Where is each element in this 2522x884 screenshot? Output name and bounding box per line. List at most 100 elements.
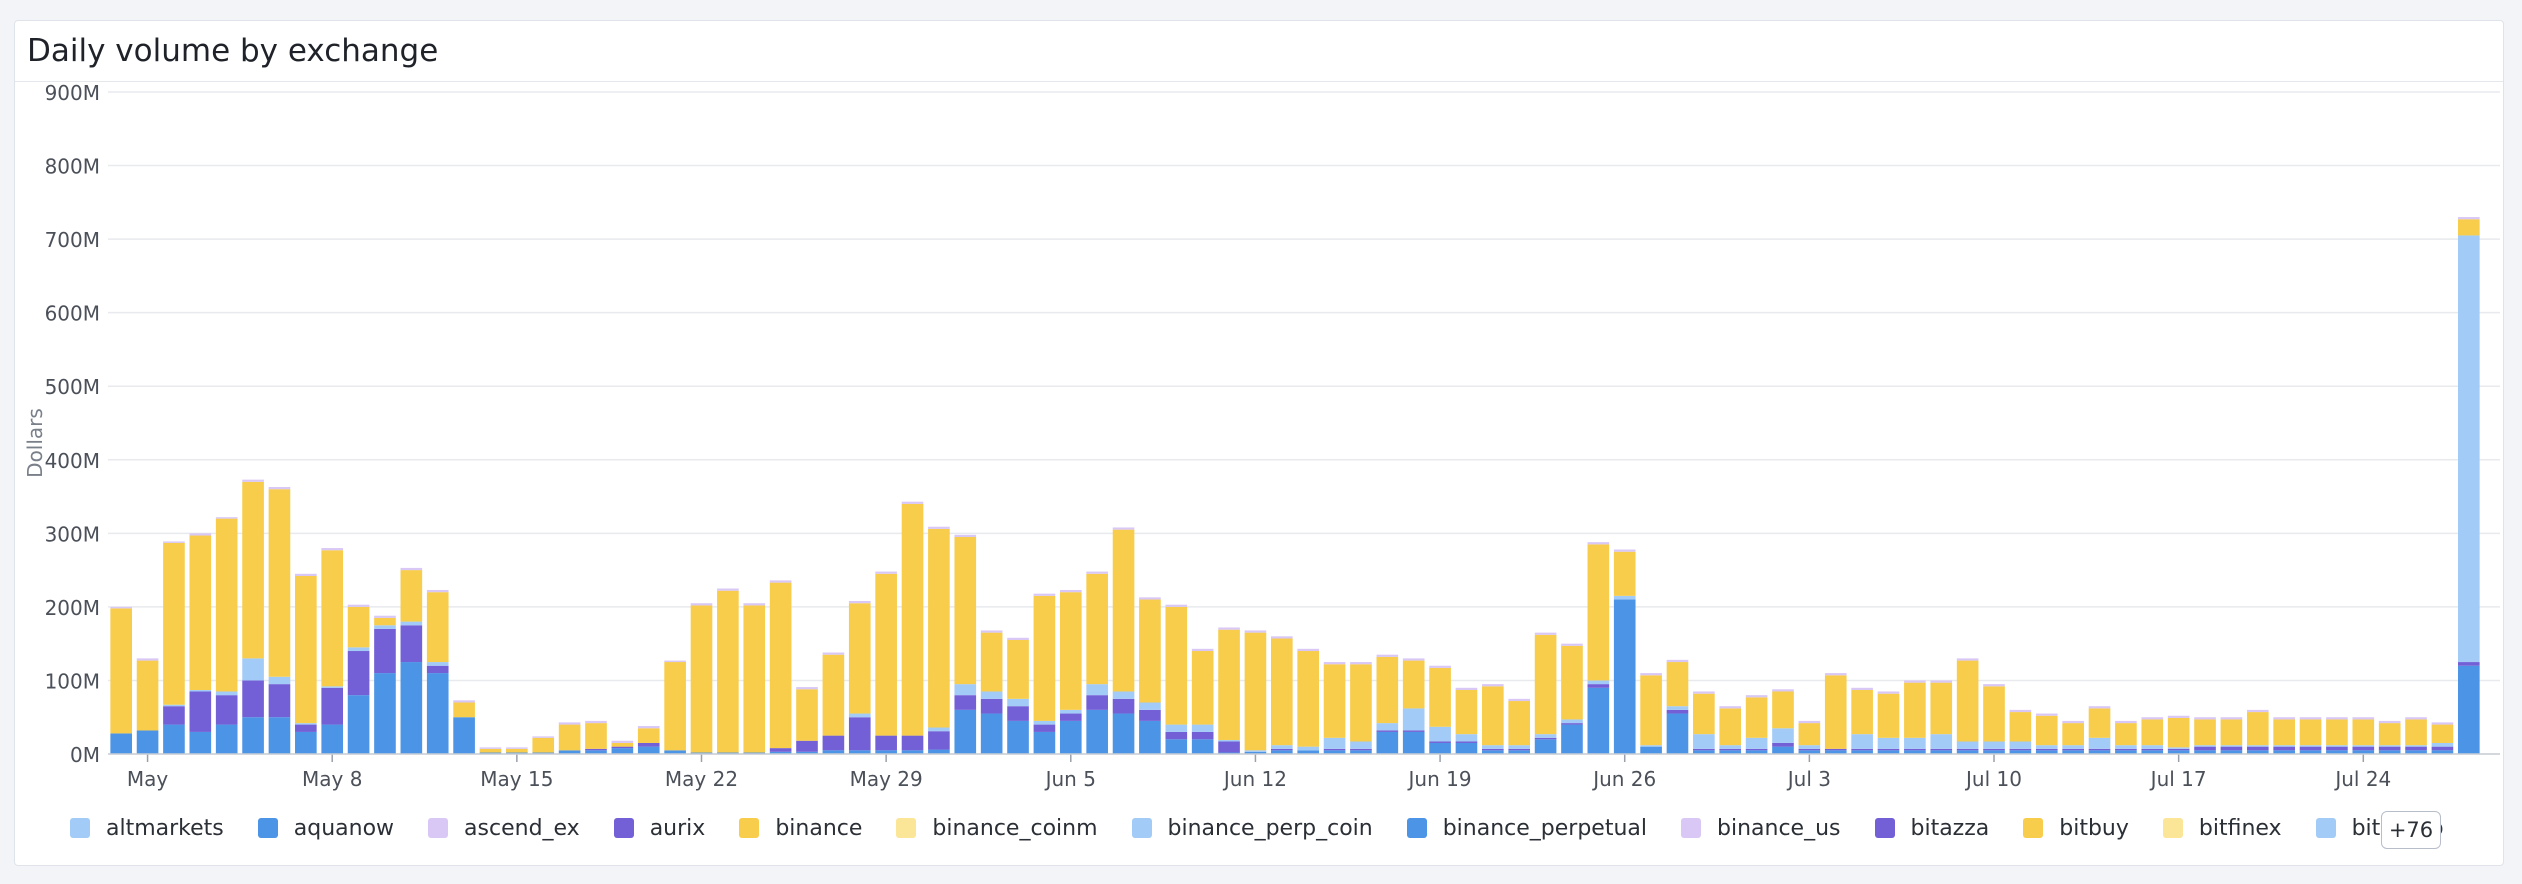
x-tick-label: Jun 5 bbox=[1044, 767, 1096, 791]
bar-segment-binance bbox=[2167, 717, 2190, 748]
legend-item-binance[interactable]: binance bbox=[739, 816, 862, 841]
legend-item-binance_coinm[interactable]: binance_coinm bbox=[896, 816, 1098, 841]
bar-segment-binance bbox=[2035, 715, 2058, 746]
legend-swatch bbox=[1406, 818, 1427, 838]
legend-item-aquanow[interactable]: aquanow bbox=[257, 816, 394, 841]
bar-segment-ascend_ex bbox=[295, 573, 317, 576]
legend-label: binance bbox=[775, 815, 863, 841]
bar-segment-ascend_ex bbox=[901, 501, 924, 504]
bar-segment-aurix bbox=[1693, 748, 1715, 751]
bar-segment-aquanow bbox=[954, 709, 977, 754]
bar-segment-aurix bbox=[901, 735, 924, 751]
bar-segment-binance bbox=[822, 654, 845, 736]
bar-segment-altmarkets bbox=[2009, 741, 2032, 749]
bar-segment-aquanow bbox=[1772, 746, 1794, 754]
legend: altmarkets aquanow ascend_ex aurix binance bi… bbox=[70, 808, 2478, 848]
bar-segment-ascend_ex bbox=[743, 603, 766, 606]
bar-segment-aquanow bbox=[980, 713, 1003, 754]
bar-segment-aurix bbox=[1534, 737, 1557, 740]
bar-segment-altmarkets bbox=[954, 684, 977, 696]
bar-segment-binance bbox=[1455, 690, 1478, 735]
bar-segment-aquanow bbox=[1930, 750, 1953, 754]
bar-segment-binance bbox=[400, 570, 423, 622]
bar-segment-altmarkets bbox=[2299, 745, 2322, 747]
legend-label: binance_perp_coin bbox=[1167, 815, 1373, 841]
legend-item-aurix[interactable]: aurix bbox=[613, 816, 705, 841]
legend-item-binance_perp_coin[interactable]: binance_perp_coin bbox=[1131, 815, 1373, 841]
bar-segment-aquanow bbox=[374, 673, 396, 754]
bar-segment-binance bbox=[189, 535, 212, 691]
bar-segment-aquanow bbox=[2009, 750, 2032, 754]
bar-segment-ascend_ex bbox=[1613, 549, 1636, 552]
bar-segment-aurix bbox=[1930, 748, 1953, 751]
bar-segment-aquanow bbox=[110, 733, 133, 754]
bar-segment-ascend_ex bbox=[1112, 527, 1135, 530]
bar-segment-altmarkets bbox=[1402, 708, 1425, 731]
legend-label: altmarkets bbox=[106, 815, 224, 841]
bar-segment-aurix bbox=[1587, 684, 1610, 688]
bar-segment-aquanow bbox=[1112, 713, 1135, 754]
bar-segment-altmarkets bbox=[848, 713, 871, 718]
bar-segment-ascend_ex bbox=[1824, 673, 1847, 676]
bar-segment-aquanow bbox=[400, 662, 423, 754]
bar-segment-aquanow bbox=[558, 750, 581, 754]
bar-segment-ascend_ex bbox=[1508, 698, 1531, 702]
bar-segment-altmarkets bbox=[2431, 742, 2454, 747]
bar-segment-altmarkets bbox=[1640, 745, 1662, 747]
bar-segment-binance bbox=[1930, 682, 1953, 735]
bar-segment-altmarkets bbox=[1613, 595, 1636, 600]
bar-segment-aquanow bbox=[1007, 720, 1029, 754]
bar-segment-aquanow bbox=[1613, 599, 1636, 754]
legend-item-bitbuy[interactable]: bitbuy bbox=[2023, 816, 2129, 841]
bar-segment-aurix bbox=[2457, 662, 2480, 666]
bar-segment-aurix bbox=[1139, 709, 1161, 721]
bar-segment-ascend_ex bbox=[321, 548, 344, 551]
bar-segment-aquanow bbox=[321, 724, 344, 754]
legend-item-bitfinex[interactable]: bitfinex bbox=[2162, 816, 2282, 841]
bar-segment-ascend_ex bbox=[1877, 691, 1900, 694]
bar-segment-aquanow bbox=[1561, 724, 1583, 754]
bar-segment-aurix bbox=[1851, 748, 1873, 751]
bar-segment-ascend_ex bbox=[1086, 571, 1108, 574]
bar-segment-aquanow bbox=[1350, 750, 1372, 754]
bar-segment-aquanow bbox=[242, 717, 264, 754]
x-tick-label: Jul 3 bbox=[1786, 767, 1831, 791]
bar-segment-binance bbox=[2273, 719, 2295, 746]
bar-segment-binance bbox=[2457, 219, 2480, 236]
bar-segment-binance bbox=[2088, 708, 2111, 738]
bar-segment-ascend_ex bbox=[611, 740, 634, 743]
bar-segment-aurix bbox=[637, 742, 660, 747]
bar-segment-altmarkets bbox=[1666, 706, 1689, 710]
bar-segment-binance bbox=[1613, 551, 1636, 596]
bar-segment-binance bbox=[1877, 693, 1900, 738]
bar-segment-aurix bbox=[1376, 730, 1399, 732]
legend-item-altmarkets[interactable]: altmarkets bbox=[70, 816, 224, 841]
bar-segment-ascend_ex bbox=[690, 603, 713, 606]
bar-segment-aurix bbox=[295, 724, 317, 732]
legend-item-binance_perpetual[interactable]: binance_perpetual bbox=[1406, 816, 1647, 841]
bar-segment-binance bbox=[1086, 573, 1108, 685]
bar-segment-ascend_ex bbox=[163, 541, 185, 543]
bar-segment-aurix bbox=[1455, 741, 1478, 743]
bar-segment-aquanow bbox=[1139, 720, 1161, 754]
bar-segment-ascend_ex bbox=[1693, 691, 1715, 694]
legend-item-ascend_ex[interactable]: ascend_ex bbox=[428, 816, 580, 841]
more-legend-button[interactable]: +76 bbox=[2381, 811, 2441, 849]
bar-segment-aurix bbox=[2167, 748, 2190, 751]
bar-segment-ascend_ex bbox=[506, 747, 528, 749]
legend-label: bitazza bbox=[1910, 815, 1990, 841]
bar-segment-aurix bbox=[1059, 713, 1082, 721]
legend-item-binance_us[interactable]: binance_us bbox=[1681, 815, 1841, 841]
bar-segment-ascend_ex bbox=[1587, 542, 1610, 545]
bar-segment-altmarkets bbox=[426, 662, 449, 666]
legend-item-bitazza[interactable]: bitazza bbox=[1874, 815, 1990, 841]
bar-segment-altmarkets bbox=[1429, 726, 1451, 742]
bar-segment-aquanow bbox=[1640, 746, 1662, 754]
bar-segment-aurix bbox=[1323, 748, 1346, 751]
bar-segment-aurix bbox=[1007, 706, 1029, 721]
bar-segment-altmarkets bbox=[1455, 734, 1478, 742]
bar-segment-altmarkets bbox=[2352, 745, 2375, 747]
bar-segment-ascend_ex bbox=[136, 658, 159, 661]
legend-label: binance_us bbox=[1717, 815, 1841, 841]
bar-segment-aurix bbox=[374, 628, 396, 674]
